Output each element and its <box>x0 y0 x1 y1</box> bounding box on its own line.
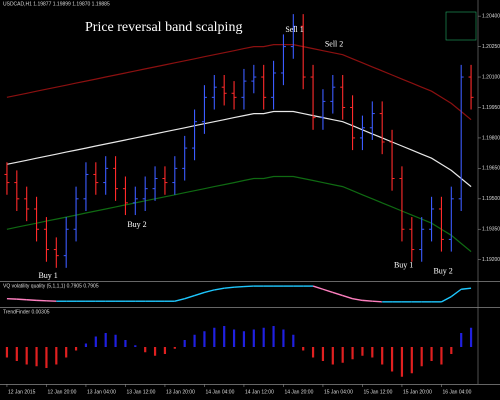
indicator-segment <box>461 287 472 290</box>
indicator-segment <box>194 291 205 297</box>
indicator-segment <box>234 285 244 288</box>
annotation: Buy 2 <box>127 220 146 229</box>
y-tick-label: 1.20100 <box>482 74 500 80</box>
panel-title: VQ volatility quality (5,1,1,1) 0.7905 0… <box>3 283 99 289</box>
chart-title: Price reversal band scalping <box>85 20 242 35</box>
x-tick-label: 16 Jan 04:00 <box>442 389 471 395</box>
y-tick-label: 1.20250 <box>482 44 500 50</box>
x-tick-label: 14 Jan 12:00 <box>245 389 274 395</box>
indicator-segment <box>372 300 383 303</box>
y-tick-label: 1.19650 <box>482 166 500 172</box>
panel-title: TrendFinder 0.00305 <box>3 309 50 315</box>
indicator-segment <box>450 288 462 298</box>
band-line <box>6 44 472 121</box>
annotation: Buy 1 <box>394 261 413 270</box>
annotation: Buy 1 <box>38 271 57 280</box>
indicator-segment <box>204 289 215 294</box>
indicator-segment <box>214 287 225 291</box>
band-line <box>6 175 472 253</box>
indicator-segment <box>174 298 185 302</box>
x-tick-label: 12 Jan 2015 <box>8 389 36 395</box>
indicator-segment <box>26 299 37 302</box>
indicator-segment <box>16 298 27 301</box>
x-tick-label: 15 Jan 20:00 <box>403 389 432 395</box>
x-tick-label: 14 Jan 04:00 <box>205 389 234 395</box>
indicator-segment <box>312 285 324 290</box>
x-tick-label: 12 Jan 20:00 <box>47 389 76 395</box>
x-tick-label: 13 Jan 12:00 <box>126 389 155 395</box>
annotation: Sell 1 <box>285 25 303 34</box>
annotation: Buy 2 <box>433 267 452 276</box>
x-tick-label: 13 Jan 04:00 <box>87 389 116 395</box>
header: USDCAD,H1 1.19877 1.19899 1.19870 1.1988… <box>3 1 110 7</box>
indicator-segment <box>441 295 452 303</box>
indicator-segment <box>184 294 195 300</box>
info-box <box>445 11 477 41</box>
y-tick-label: 1.19200 <box>482 257 500 263</box>
y-tick-label: 1.20400 <box>482 13 500 19</box>
indicator-segment <box>352 298 363 302</box>
y-tick-label: 1.19800 <box>482 135 500 141</box>
band-line <box>6 110 472 188</box>
x-tick-label: 15 Jan 12:00 <box>363 389 392 395</box>
annotation: Sell 2 <box>325 39 343 48</box>
y-tick-label: 1.19500 <box>482 196 500 202</box>
indicator-segment <box>342 294 353 300</box>
x-tick-label: 14 Jan 20:00 <box>284 389 313 395</box>
indicator-segment <box>362 299 373 302</box>
y-tick-label: 1.19350 <box>482 227 500 233</box>
x-tick-label: 15 Jan 04:00 <box>324 389 353 395</box>
indicator-segment <box>224 286 235 289</box>
y-tick-label: 1.19950 <box>482 105 500 111</box>
indicator-segment <box>322 288 334 294</box>
x-tick-label: 13 Jan 20:00 <box>166 389 195 395</box>
indicator-segment <box>332 291 343 297</box>
